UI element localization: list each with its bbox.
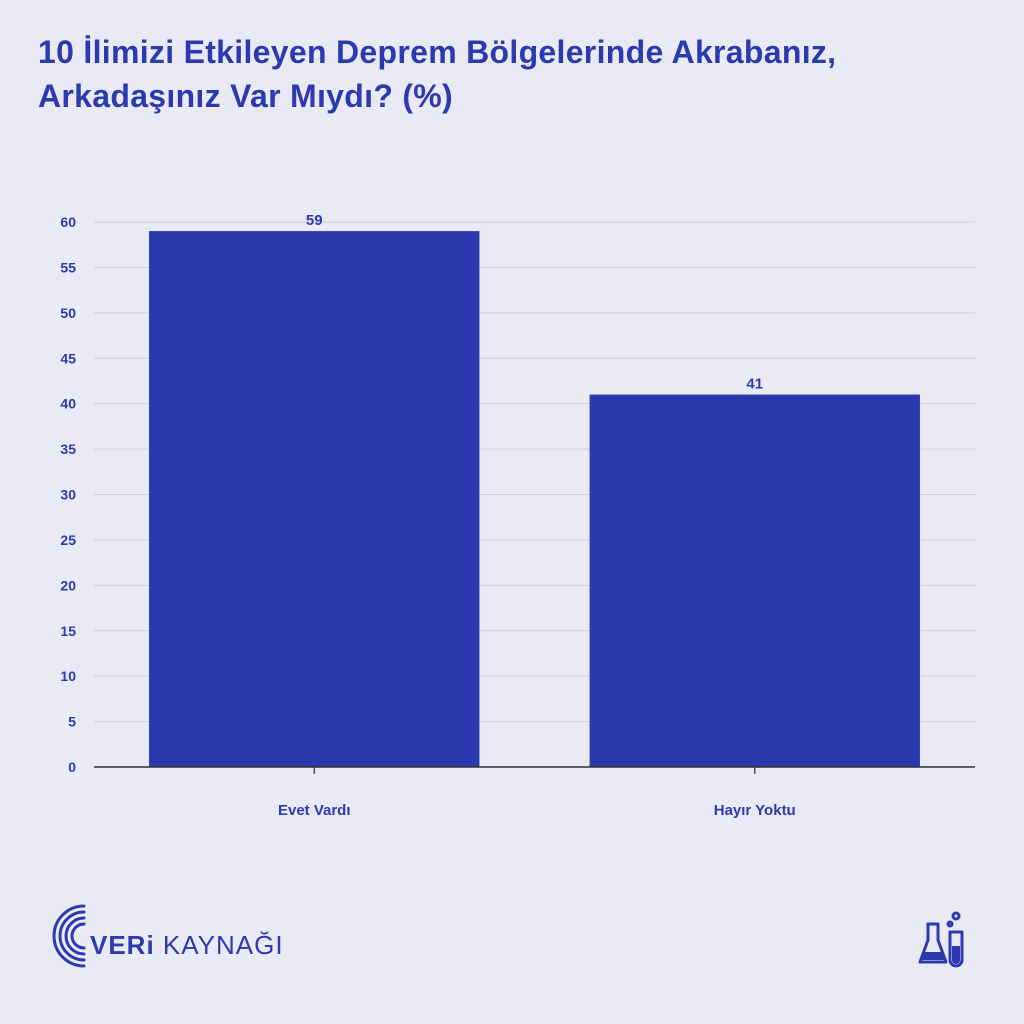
- x-tick-label: Evet Vardı: [278, 802, 351, 819]
- data-label: 59: [306, 212, 323, 229]
- y-tick-label: 50: [60, 305, 76, 321]
- y-tick-label: 60: [60, 214, 76, 230]
- y-tick-label: 55: [60, 259, 76, 275]
- lab-flask-icon: [918, 911, 964, 968]
- y-tick-label: 30: [60, 487, 76, 503]
- veri-kaynagi-logo-icon: [52, 904, 86, 968]
- chart-title-line-1: 10 İlimizi Etkileyen Deprem Bölgelerinde…: [38, 34, 837, 70]
- y-tick-label: 45: [60, 350, 76, 366]
- brand-name-bold: VERi: [90, 930, 155, 960]
- data-label: 41: [746, 376, 763, 393]
- y-tick-label: 10: [60, 668, 76, 684]
- y-tick-label: 0: [68, 759, 76, 775]
- bar: [589, 394, 920, 767]
- y-tick-label: 15: [60, 623, 76, 639]
- brand-name-rest: KAYNAĞI: [154, 930, 284, 960]
- brand-name: VERi KAYNAĞI: [90, 930, 284, 961]
- y-tick-label: 20: [60, 577, 76, 593]
- y-tick-label: 25: [60, 532, 76, 548]
- x-tick-label: Hayır Yoktu: [714, 802, 796, 819]
- chart-title: 10 İlimizi Etkileyen Deprem Bölgelerinde…: [38, 30, 998, 118]
- y-tick-label: 5: [68, 714, 76, 730]
- y-tick-label: 35: [60, 441, 76, 457]
- y-tick-label: 40: [60, 396, 76, 412]
- chart-title-line-2: Arkadaşınız Var Mıydı? (%): [38, 78, 454, 114]
- bar: [149, 231, 480, 768]
